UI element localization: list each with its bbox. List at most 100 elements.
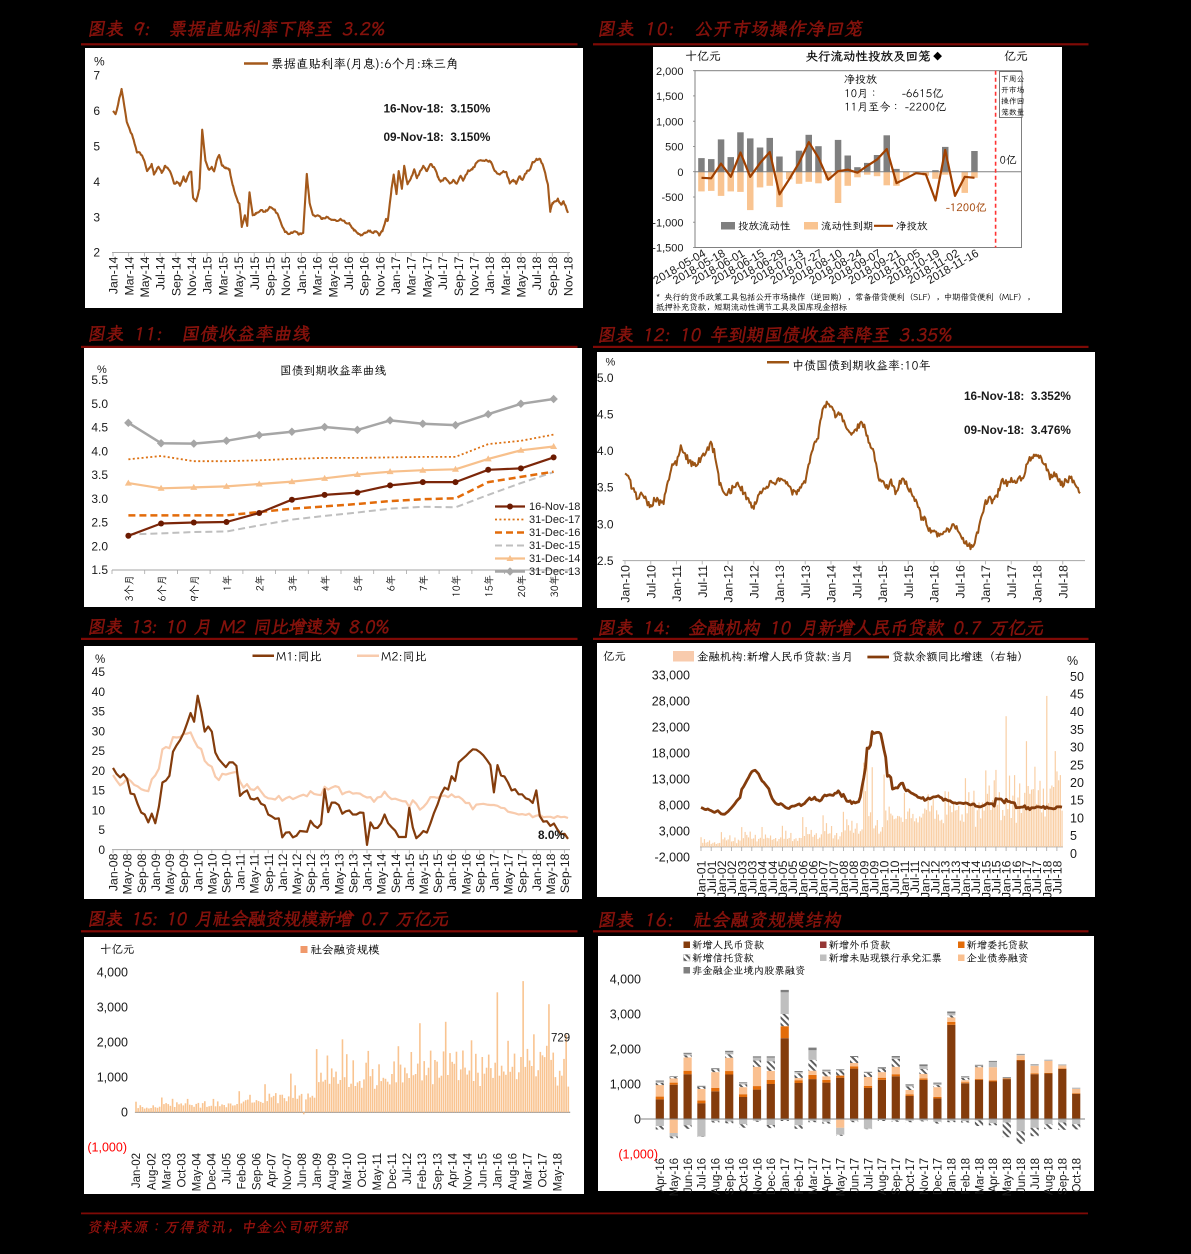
svg-text:Jan-03: Jan-03 bbox=[735, 860, 749, 898]
svg-text:Mar-14: Mar-14 bbox=[122, 256, 136, 295]
svg-text:Jan-16: Jan-16 bbox=[445, 853, 459, 891]
svg-text:Mar-16: Mar-16 bbox=[311, 256, 325, 295]
svg-text:Mar-17: Mar-17 bbox=[405, 256, 419, 295]
svg-text:20: 20 bbox=[1070, 776, 1084, 790]
svg-text:Jul-05: Jul-05 bbox=[222, 1153, 234, 1184]
svg-text:15: 15 bbox=[1070, 794, 1084, 808]
svg-text:35: 35 bbox=[92, 705, 106, 719]
svg-text:5: 5 bbox=[1070, 829, 1077, 843]
svg-text:May-10: May-10 bbox=[205, 853, 219, 894]
svg-text:May-18: May-18 bbox=[515, 256, 529, 297]
svg-text:Jul-17: Jul-17 bbox=[436, 256, 450, 290]
svg-text:May-17: May-17 bbox=[420, 256, 434, 297]
svg-text:Sep-18: Sep-18 bbox=[558, 853, 572, 893]
svg-text:Apr-17: Apr-17 bbox=[822, 1158, 834, 1193]
svg-text:09-Nov-18: 3.150%: 09-Nov-18: 3.150% bbox=[384, 130, 491, 144]
svg-text:3.5: 3.5 bbox=[91, 468, 108, 482]
svg-text:2,000: 2,000 bbox=[656, 66, 684, 78]
svg-text:%: % bbox=[95, 654, 105, 666]
svg-text:Oct-18: Oct-18 bbox=[1072, 1158, 1084, 1193]
svg-text:Jul-11: Jul-11 bbox=[908, 860, 922, 893]
svg-text:May-17: May-17 bbox=[836, 1158, 848, 1196]
svg-text:20: 20 bbox=[92, 764, 106, 778]
svg-text:1,000: 1,000 bbox=[97, 1071, 128, 1085]
svg-text:Jul-05: Jul-05 bbox=[786, 860, 800, 894]
svg-text:Dec-17: Dec-17 bbox=[933, 1158, 945, 1195]
svg-text:Jan-17: Jan-17 bbox=[488, 853, 502, 891]
svg-text:Jul-14: Jul-14 bbox=[969, 860, 983, 894]
svg-text:30: 30 bbox=[92, 724, 106, 738]
svg-text:Jan-11: Jan-11 bbox=[234, 853, 248, 890]
svg-text:May-16: May-16 bbox=[326, 256, 340, 297]
svg-text:Jul-16: Jul-16 bbox=[1010, 860, 1024, 894]
svg-text:Mar-18: Mar-18 bbox=[499, 256, 513, 295]
svg-text:1,000: 1,000 bbox=[610, 1077, 641, 1091]
svg-text:Mar-17: Mar-17 bbox=[523, 1153, 535, 1189]
svg-text:40: 40 bbox=[1070, 705, 1084, 719]
svg-text:Sep-09: Sep-09 bbox=[177, 853, 191, 893]
svg-text:16-Nov-18: 3.150%: 16-Nov-18: 3.150% bbox=[384, 102, 491, 116]
svg-text:5.0: 5.0 bbox=[91, 397, 108, 411]
svg-text:Jul-03: Jul-03 bbox=[745, 860, 759, 894]
svg-text:Jul-08: Jul-08 bbox=[847, 860, 861, 894]
svg-text:31-Dec-16: 31-Dec-16 bbox=[529, 527, 580, 539]
svg-text:-1,500: -1,500 bbox=[652, 243, 683, 255]
svg-text:Jul-16: Jul-16 bbox=[953, 565, 967, 599]
svg-text:Mar-17: Mar-17 bbox=[808, 1158, 820, 1194]
svg-text:Jul-14: Jul-14 bbox=[154, 256, 168, 290]
svg-text:May-09: May-09 bbox=[163, 853, 177, 894]
svg-text:Nov-18: Nov-18 bbox=[562, 256, 576, 296]
svg-text:May-14: May-14 bbox=[138, 256, 152, 297]
svg-text:May-15: May-15 bbox=[232, 256, 246, 297]
svg-text:Jan-08: Jan-08 bbox=[837, 860, 851, 898]
svg-text:Jan-14: Jan-14 bbox=[107, 256, 121, 294]
svg-text:%: % bbox=[94, 55, 105, 69]
svg-text:Jul-13: Jul-13 bbox=[799, 565, 813, 599]
svg-text:May-16: May-16 bbox=[669, 1158, 681, 1196]
svg-text:Mar-18: Mar-18 bbox=[974, 1158, 986, 1194]
svg-text:31-Dec-15: 31-Dec-15 bbox=[529, 540, 580, 552]
svg-text:Jan-18: Jan-18 bbox=[947, 1158, 959, 1193]
svg-text:Oct-17: Oct-17 bbox=[905, 1158, 917, 1193]
svg-text:0: 0 bbox=[121, 1106, 128, 1120]
svg-text:Oct-03: Oct-03 bbox=[176, 1153, 188, 1188]
svg-text:Sep-17: Sep-17 bbox=[452, 256, 466, 296]
svg-text:5: 5 bbox=[98, 823, 105, 837]
svg-text:Jan-06: Jan-06 bbox=[796, 860, 810, 898]
svg-text:May-18: May-18 bbox=[1002, 1158, 1014, 1196]
svg-text:Sep-14: Sep-14 bbox=[169, 256, 183, 296]
svg-text:3.5: 3.5 bbox=[597, 481, 614, 495]
svg-text:Apr-18: Apr-18 bbox=[988, 1158, 1000, 1193]
svg-text:Sep-11: Sep-11 bbox=[262, 853, 276, 892]
svg-text:Jul-04: Jul-04 bbox=[766, 860, 780, 894]
svg-text:(1,000): (1,000) bbox=[618, 1147, 658, 1161]
svg-text:5: 5 bbox=[93, 140, 100, 154]
svg-text:Jul-06: Jul-06 bbox=[807, 860, 821, 894]
svg-text:33,000: 33,000 bbox=[652, 668, 690, 682]
svg-text:May-18: May-18 bbox=[553, 1153, 565, 1191]
svg-text:Sep-12: Sep-12 bbox=[304, 853, 318, 893]
svg-text:Sep-13: Sep-13 bbox=[432, 1153, 444, 1190]
svg-text:Sep-18: Sep-18 bbox=[546, 256, 560, 296]
svg-text:3,000: 3,000 bbox=[659, 825, 690, 839]
svg-text:Jul-15: Jul-15 bbox=[248, 256, 262, 290]
svg-text:Jul-14: Jul-14 bbox=[850, 565, 864, 599]
svg-text:13,000: 13,000 bbox=[652, 773, 690, 787]
svg-text:40: 40 bbox=[92, 685, 106, 699]
svg-text:Jan-08: Jan-08 bbox=[107, 853, 121, 891]
svg-text:50: 50 bbox=[1070, 670, 1084, 684]
svg-text:0: 0 bbox=[98, 843, 105, 857]
svg-text:May-08: May-08 bbox=[121, 853, 135, 894]
svg-text:Jul-18: Jul-18 bbox=[1056, 565, 1070, 599]
svg-text:729: 729 bbox=[551, 1033, 570, 1045]
svg-text:Jul-16: Jul-16 bbox=[697, 1158, 709, 1189]
svg-text:Jul-07: Jul-07 bbox=[827, 860, 841, 894]
svg-text:Jun-08: Jun-08 bbox=[297, 1153, 309, 1188]
svg-text:Jul-15: Jul-15 bbox=[990, 860, 1004, 894]
svg-text:3.0: 3.0 bbox=[91, 492, 108, 506]
svg-text:0: 0 bbox=[1070, 847, 1077, 861]
svg-text:25: 25 bbox=[1070, 758, 1084, 772]
svg-text:4.0: 4.0 bbox=[597, 444, 614, 458]
svg-text:Jun-16: Jun-16 bbox=[683, 1158, 695, 1193]
svg-text:2,000: 2,000 bbox=[97, 1035, 128, 1049]
